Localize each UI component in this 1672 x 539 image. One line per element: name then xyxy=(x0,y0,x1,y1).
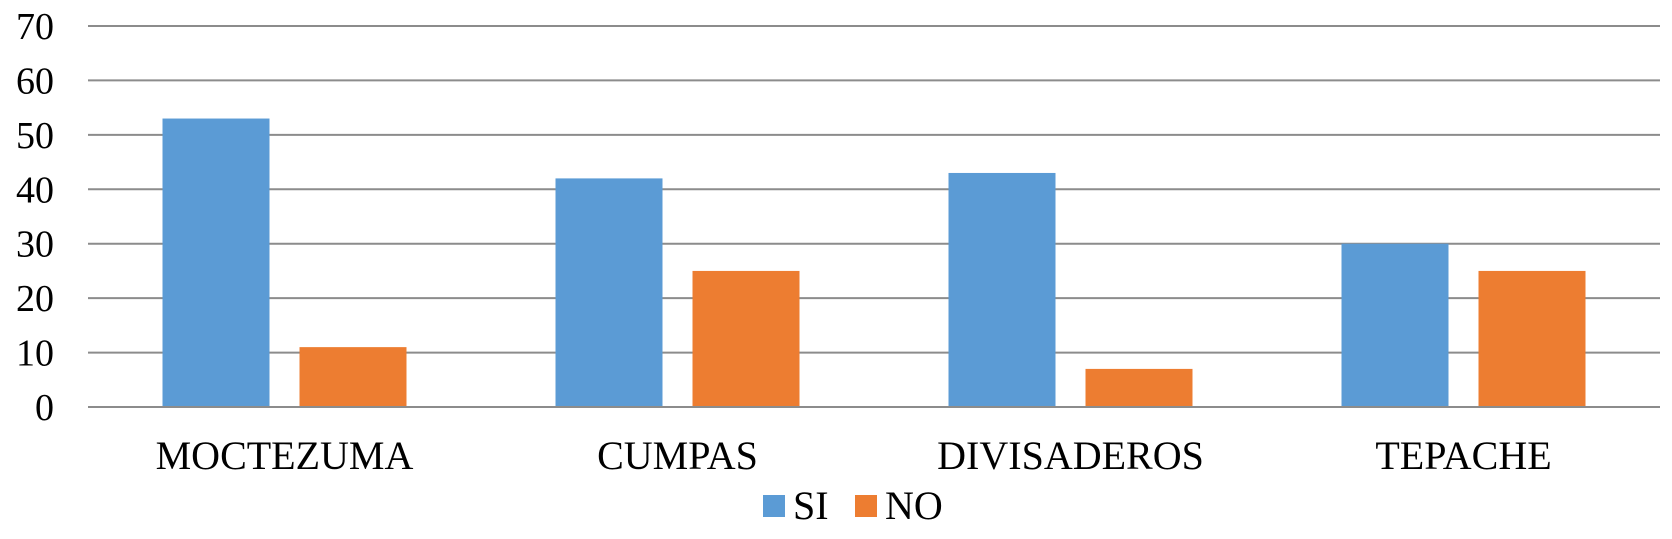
y-tick-label: 30 xyxy=(16,224,54,266)
y-tick-label: 10 xyxy=(16,333,54,375)
legend-label-si: SI xyxy=(793,483,829,528)
legend-swatch-si xyxy=(763,495,785,517)
y-tick-label: 0 xyxy=(35,387,54,429)
legend-swatch-no xyxy=(855,495,877,517)
x-category-label: DIVISADEROS xyxy=(937,433,1204,478)
bar-si-divisaderos xyxy=(948,172,1056,407)
y-tick-label: 40 xyxy=(16,169,54,211)
bar-si-cumpas xyxy=(555,178,663,407)
bar-no-moctezuma xyxy=(299,347,407,407)
y-tick-label: 50 xyxy=(16,115,54,157)
y-tick-label: 70 xyxy=(16,6,54,48)
y-tick-label: 60 xyxy=(16,60,54,102)
x-axis-categories: MOCTEZUMA CUMPAS DIVISADEROS TEPACHE xyxy=(156,433,1552,478)
bar-si-tepache xyxy=(1341,243,1449,407)
y-axis-ticks: 0 10 20 30 40 50 60 70 xyxy=(16,6,54,429)
bars xyxy=(88,118,1660,408)
x-category-label: TEPACHE xyxy=(1375,433,1551,478)
bar-no-cumpas xyxy=(692,270,800,407)
y-tick-label: 20 xyxy=(16,278,54,320)
legend-label-no: NO xyxy=(885,483,943,528)
x-category-label: MOCTEZUMA xyxy=(156,433,414,478)
x-category-label: CUMPAS xyxy=(597,433,758,478)
legend: SI NO xyxy=(763,483,943,528)
bar-si-moctezuma xyxy=(162,118,270,408)
bar-no-divisaderos xyxy=(1085,368,1193,407)
bar-no-tepache xyxy=(1478,270,1586,407)
